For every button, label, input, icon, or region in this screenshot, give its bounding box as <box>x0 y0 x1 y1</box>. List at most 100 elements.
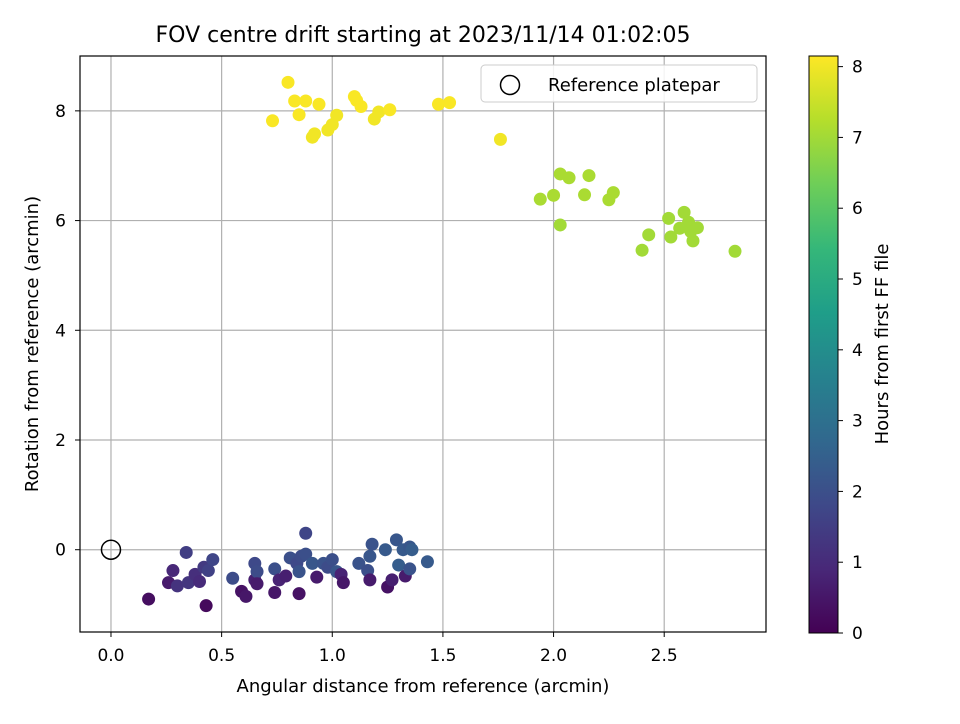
y-axis-ticks: 0 2 4 6 8 <box>55 102 80 561</box>
data-point <box>582 169 596 183</box>
data-point <box>728 244 742 258</box>
colorbar-label: Hours from first FF file <box>872 244 893 445</box>
data-point <box>642 228 656 242</box>
y-axis-label: Rotation from reference (arcmin) <box>22 196 43 492</box>
data-point <box>365 537 379 551</box>
data-point <box>662 211 676 225</box>
x-tick-label: 1.0 <box>319 646 346 666</box>
data-point <box>403 562 417 576</box>
data-point <box>281 75 295 89</box>
data-point <box>690 221 704 235</box>
x-tick-label: 0.5 <box>208 646 235 666</box>
x-axis-ticks: 0.0 0.5 1.0 1.5 2.0 2.5 <box>97 632 678 666</box>
y-tick-label: 4 <box>55 321 66 341</box>
data-point <box>292 565 306 579</box>
data-point <box>299 547 313 561</box>
legend: Reference platepar <box>480 64 758 103</box>
y-tick-label: 2 <box>55 431 66 451</box>
data-point <box>312 97 326 111</box>
data-point <box>493 132 507 146</box>
colorbar-tick-label: 2 <box>852 482 863 502</box>
chart-title: FOV centre drift starting at 2023/11/14 … <box>156 23 691 48</box>
data-points <box>142 75 742 613</box>
data-point <box>562 171 576 185</box>
colorbar-tick-label: 7 <box>852 128 863 148</box>
data-point <box>431 97 445 111</box>
data-point <box>385 573 399 587</box>
data-point <box>268 562 282 576</box>
data-point <box>578 188 592 202</box>
data-point <box>170 579 184 593</box>
data-point <box>420 555 434 569</box>
y-tick-label: 8 <box>55 102 66 122</box>
data-point <box>372 105 386 119</box>
data-point <box>310 570 324 584</box>
data-point <box>226 571 240 585</box>
data-point <box>199 599 213 613</box>
colorbar-tick-label: 4 <box>852 341 863 361</box>
data-point <box>305 556 319 570</box>
data-point <box>352 556 366 570</box>
data-point <box>686 234 700 248</box>
data-point <box>383 103 397 117</box>
data-point <box>179 545 193 559</box>
data-point <box>330 108 344 122</box>
y-tick-label: 0 <box>55 541 66 561</box>
data-point <box>363 549 377 563</box>
data-point <box>192 575 206 589</box>
data-point <box>325 553 339 567</box>
y-tick-label: 6 <box>55 212 66 232</box>
colorbar-tick-label: 6 <box>852 199 863 219</box>
data-point <box>308 127 322 141</box>
data-point <box>389 533 403 547</box>
colorbar-tick-label: 1 <box>852 553 863 573</box>
data-point <box>239 589 253 603</box>
data-point <box>443 96 457 110</box>
data-point <box>288 94 302 108</box>
data-point <box>664 230 678 244</box>
data-point <box>405 543 419 557</box>
data-point <box>266 114 280 128</box>
data-point <box>292 587 306 601</box>
data-point <box>354 99 368 113</box>
data-point <box>279 569 293 583</box>
data-point <box>206 553 220 567</box>
colorbar-gradient <box>808 55 839 634</box>
data-point <box>299 526 313 540</box>
legend-marker-icon <box>499 74 521 96</box>
data-point <box>553 218 567 232</box>
data-point <box>250 565 264 579</box>
data-point <box>166 564 180 578</box>
x-tick-label: 2.5 <box>651 646 678 666</box>
data-point <box>201 564 215 578</box>
data-point <box>533 192 547 206</box>
data-point <box>606 186 620 200</box>
data-point <box>268 586 282 600</box>
x-tick-label: 2.0 <box>540 646 567 666</box>
legend-entry-reference: Reference platepar <box>548 75 720 96</box>
data-point <box>547 188 561 202</box>
x-tick-label: 1.5 <box>429 646 456 666</box>
colorbar-tick-label: 0 <box>852 624 863 644</box>
grid <box>80 56 766 632</box>
colorbar-tick-label: 5 <box>852 270 863 290</box>
x-tick-label: 0.0 <box>97 646 124 666</box>
data-point <box>677 205 691 219</box>
colorbar-ticks: 0 1 2 3 4 5 6 7 8 <box>838 58 863 644</box>
data-point <box>363 573 377 587</box>
data-point <box>392 558 406 572</box>
colorbar-tick-label: 8 <box>852 58 863 78</box>
colorbar-tick-label: 3 <box>852 412 863 432</box>
data-point <box>635 243 649 257</box>
plot-frame <box>79 55 767 633</box>
reference-platepar-marker <box>100 539 122 560</box>
data-point <box>378 543 392 557</box>
data-point <box>292 108 306 122</box>
data-point <box>336 576 350 590</box>
colorbar: 0 1 2 3 4 5 6 7 8 Hours from first FF file <box>808 55 893 644</box>
legend-box <box>480 64 758 103</box>
data-point <box>299 94 313 108</box>
data-point <box>250 577 264 591</box>
data-point <box>142 592 156 606</box>
